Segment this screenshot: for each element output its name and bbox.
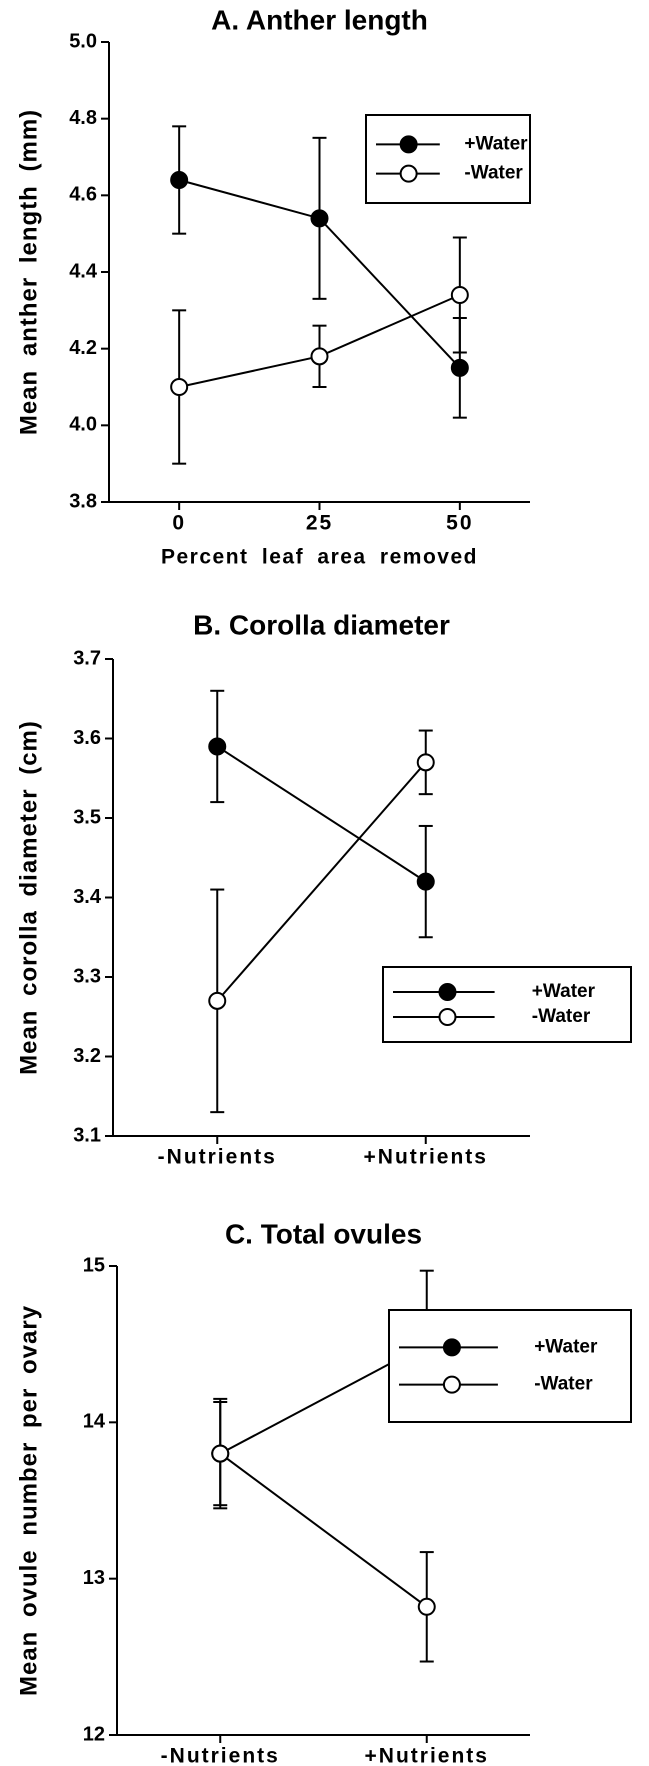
legend-marker: [438, 983, 457, 1001]
marker: [170, 378, 189, 396]
y-axis-label: Mean ovule number per ovary: [15, 1305, 42, 1696]
y-tick-label: 3.8: [69, 490, 97, 512]
y-tick-label: 3.2: [73, 1045, 101, 1067]
marker: [211, 1444, 230, 1463]
y-axis-label: Mean corolla diameter (cm): [15, 720, 42, 1075]
y-tick-label: 3.3: [73, 965, 101, 987]
legend-marker: [442, 1338, 461, 1357]
legend-label: -Water: [534, 1374, 593, 1395]
marker: [416, 753, 435, 772]
legend-label: +Water: [532, 981, 596, 1002]
y-tick-label: 4.6: [69, 184, 97, 206]
legend-box: [365, 114, 531, 204]
legend-marker: [438, 1008, 457, 1026]
y-tick-label: 3.7: [73, 647, 101, 669]
x-tick-label: -Nutrients: [158, 1146, 277, 1169]
x-axis-label: Percent leaf area removed: [161, 546, 478, 569]
chart-title: B. Corolla diameter: [193, 609, 450, 640]
legend-label: -Water: [532, 1006, 591, 1027]
marker: [450, 286, 469, 304]
legend-label: +Water: [534, 1336, 598, 1357]
legend-label: +Water: [464, 133, 528, 154]
y-tick-label: 3.6: [73, 727, 101, 749]
y-tick-label: 13: [83, 1567, 105, 1589]
marker: [310, 347, 329, 366]
x-tick-label: 50: [446, 512, 473, 535]
y-tick-label: 14: [83, 1411, 106, 1433]
y-tick-label: 12: [83, 1723, 105, 1745]
legend-box: [388, 1309, 632, 1423]
x-tick-label: +Nutrients: [365, 1745, 489, 1766]
y-tick-label: 3.5: [73, 806, 101, 828]
legend-marker: [399, 164, 418, 183]
y-tick-label: 4.0: [69, 414, 97, 436]
y-tick-label: 3.1: [73, 1124, 101, 1146]
chart-title: C. Total ovules: [225, 1218, 422, 1249]
x-tick-label: -Nutrients: [161, 1745, 280, 1766]
series-line: [216, 745, 427, 883]
chart-title: A. Anther length: [211, 4, 428, 35]
y-tick-label: 3.4: [73, 886, 102, 908]
series-line: [219, 1452, 428, 1608]
marker: [450, 358, 469, 377]
y-tick-label: 5.0: [69, 30, 97, 52]
y-tick-label: 4.8: [69, 107, 97, 129]
x-tick-label: +Nutrients: [364, 1146, 488, 1169]
legend-box: [382, 966, 632, 1043]
x-tick-label: 0: [172, 512, 186, 535]
series-line: [216, 761, 427, 1002]
y-tick-label: 4.2: [69, 337, 97, 359]
legend-marker: [399, 135, 418, 154]
marker: [310, 209, 329, 228]
marker: [208, 737, 227, 756]
y-tick-label: 15: [83, 1254, 105, 1276]
marker: [208, 991, 227, 1010]
marker: [170, 171, 189, 189]
legend-marker: [442, 1375, 461, 1394]
y-tick-label: 4.4: [69, 260, 98, 282]
y-axis-label: Mean anther length (mm): [15, 109, 42, 435]
legend-label: -Water: [464, 163, 523, 184]
x-tick-label: 25: [306, 512, 333, 535]
marker: [417, 1597, 436, 1616]
marker: [416, 872, 435, 891]
